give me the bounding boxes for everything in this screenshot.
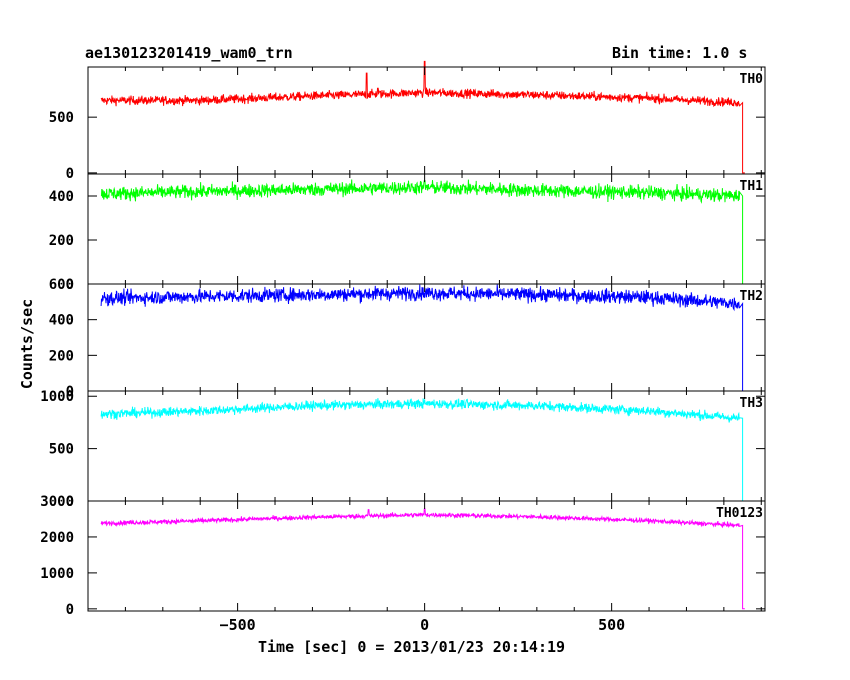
y-tick-label-th2: 0 (66, 384, 74, 400)
panel-frame-th3 (87, 390, 766, 502)
panel-frame-th0 (87, 66, 766, 175)
y-axis-label: Counts/sec (18, 298, 36, 390)
y-tick-label-th1: 400 (49, 189, 74, 205)
y-tick-label-th0: 500 (49, 110, 74, 126)
panel-frame-th0123 (87, 500, 766, 612)
y-tick-label-th3: 1000 (40, 389, 74, 405)
x-tick-label: 0 (420, 616, 429, 634)
series-line-th1 (100, 179, 745, 285)
y-tick-label-th2: 200 (49, 348, 74, 364)
x-tick-label: −500 (220, 616, 256, 634)
x-axis-label: Time [sec] 0 = 2013/01/23 20:14:19 (258, 638, 566, 656)
y-tick-label-th0123: 0 (66, 602, 74, 618)
series-label-th1: TH1 (740, 179, 764, 194)
x-tick-label: 500 (598, 616, 625, 634)
y-tick-label-th3: 0 (66, 494, 74, 510)
y-tick-label-th1: 200 (49, 233, 74, 249)
series-line-th0 (100, 60, 745, 174)
series-line-th0123 (100, 508, 745, 610)
series-line-th3 (100, 398, 745, 502)
y-tick-label-th2: 400 (49, 313, 74, 329)
series-label-th0123: TH0123 (716, 506, 763, 521)
y-tick-label-th0123: 3000 (40, 494, 74, 510)
y-tick-label-th0123: 1000 (40, 566, 74, 582)
bin-time-label: Bin time: 1.0 s (612, 44, 748, 62)
y-tick-label-th1: 0 (66, 277, 74, 293)
y-tick-label-th3: 500 (49, 442, 74, 458)
series-label-th0: TH0 (740, 72, 764, 87)
series-line-th2 (100, 284, 745, 392)
y-tick-label-th0: 0 (66, 166, 74, 182)
y-tick-label-th2: 600 (49, 277, 74, 293)
series-label-th3: TH3 (740, 396, 763, 411)
y-tick-label-th0123: 2000 (40, 530, 74, 546)
chart-title: ae130123201419_wam0_trn (85, 44, 293, 62)
series-label-th2: TH2 (740, 289, 763, 304)
